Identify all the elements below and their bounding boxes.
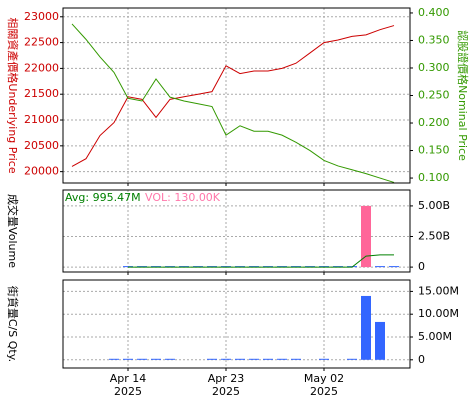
y-tick-label: 0 xyxy=(418,353,425,366)
y-tick-label: 22000 xyxy=(24,61,59,74)
panel xyxy=(63,8,410,183)
bar xyxy=(277,358,287,360)
line-series xyxy=(71,23,395,183)
plot xyxy=(123,205,399,268)
panel xyxy=(63,190,410,272)
x-tick-label: 2025 xyxy=(212,385,240,398)
plot xyxy=(109,295,385,360)
bar xyxy=(263,358,273,360)
y2-tick-label: 0.350 xyxy=(418,33,450,46)
y-tick-label: 20500 xyxy=(24,139,59,152)
bar xyxy=(361,295,371,360)
y-tick-label: 21000 xyxy=(24,113,59,126)
frame xyxy=(62,7,411,184)
y-tick-label: 0 xyxy=(418,260,425,273)
y2-tick-label: 0.300 xyxy=(418,61,450,74)
y-tick-label: 10.00M xyxy=(418,307,459,320)
bar xyxy=(291,358,301,360)
y2-tick-label: 0.250 xyxy=(418,89,450,102)
y2-tick-label: 0.400 xyxy=(418,6,450,19)
bar xyxy=(123,358,133,360)
bar xyxy=(137,358,147,360)
x-tick-label: 2025 xyxy=(114,385,142,398)
line-series xyxy=(71,25,395,167)
y-tick-label: 20000 xyxy=(24,165,59,178)
bar xyxy=(375,321,385,360)
x-tick-label: Apr 14 xyxy=(110,372,147,385)
y-tick-label: 21500 xyxy=(24,87,59,100)
bar xyxy=(207,358,217,360)
y-tick-label: 23000 xyxy=(24,10,59,23)
bar xyxy=(375,266,385,268)
y-axis-title: 街貨量C/S Qty. xyxy=(6,286,20,362)
bar xyxy=(249,358,259,360)
y-axis-title: 成交量Volume xyxy=(6,194,20,268)
bar xyxy=(221,358,231,360)
x-tick-label: May 02 xyxy=(304,372,344,385)
y-tick-label: 22500 xyxy=(24,36,59,49)
bar xyxy=(235,358,245,360)
y2-tick-label: 0.200 xyxy=(418,116,450,129)
y-tick-label: 2.50B xyxy=(418,230,450,243)
bar xyxy=(361,205,371,268)
x-tick-label: 2025 xyxy=(310,385,338,398)
bar xyxy=(389,266,399,268)
y-axis-title: 相關資產價格Underlying Price xyxy=(6,17,20,173)
line-series xyxy=(128,254,394,268)
y-tick-label: 5.00B xyxy=(418,199,450,212)
frame xyxy=(62,279,411,369)
bar xyxy=(151,358,161,360)
y2-tick-label: 0.150 xyxy=(418,144,450,157)
bar xyxy=(109,358,119,360)
x-tick-label: Apr 23 xyxy=(208,372,245,385)
annotation: Avg: 995.47M xyxy=(65,191,141,204)
y-tick-label: 15.00M xyxy=(418,284,459,297)
y2-axis-title: 認股證價格Nominal Price xyxy=(456,30,470,161)
bar xyxy=(165,358,175,360)
y-tick-label: 5.00M xyxy=(418,330,452,343)
plot xyxy=(71,23,395,183)
bar xyxy=(347,358,357,360)
frame xyxy=(62,189,411,273)
annotation: VOL: 130.00K xyxy=(145,191,221,204)
y2-tick-label: 0.100 xyxy=(418,171,450,184)
bar xyxy=(319,358,329,360)
panel xyxy=(63,280,410,368)
